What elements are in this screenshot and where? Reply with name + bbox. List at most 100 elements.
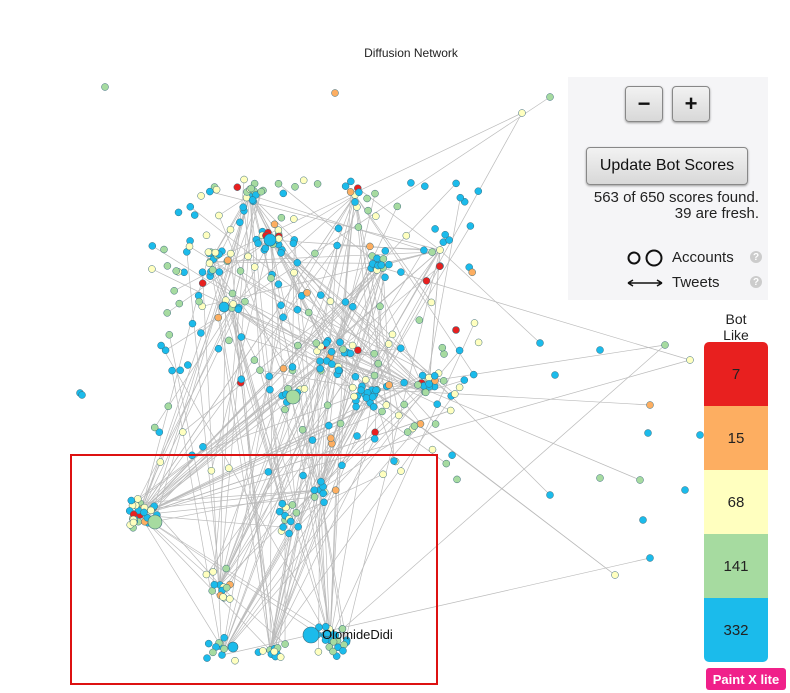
node[interactable] — [439, 377, 448, 385]
node[interactable] — [445, 236, 453, 244]
node[interactable] — [147, 506, 155, 515]
node[interactable] — [436, 246, 444, 254]
node[interactable] — [336, 338, 344, 346]
node[interactable] — [204, 248, 213, 256]
node[interactable] — [263, 233, 277, 247]
node[interactable] — [421, 388, 430, 397]
node[interactable] — [346, 188, 355, 196]
node[interactable] — [288, 501, 297, 509]
node[interactable] — [410, 422, 419, 430]
node[interactable] — [371, 189, 379, 198]
node[interactable] — [385, 260, 393, 269]
node[interactable] — [147, 514, 163, 530]
node[interactable] — [209, 648, 217, 657]
node[interactable] — [347, 177, 355, 186]
node[interactable] — [384, 340, 393, 348]
node[interactable] — [277, 213, 286, 222]
node[interactable] — [165, 331, 174, 339]
node[interactable] — [350, 392, 358, 401]
update-button[interactable]: Update Bot Scores — [586, 147, 748, 185]
node[interactable] — [222, 583, 231, 592]
node[interactable] — [353, 432, 361, 440]
node[interactable] — [427, 298, 436, 307]
node[interactable] — [203, 654, 211, 662]
node[interactable] — [319, 489, 328, 498]
node[interactable] — [442, 459, 451, 468]
node[interactable] — [440, 350, 448, 358]
node[interactable] — [681, 486, 689, 494]
node[interactable] — [338, 625, 347, 633]
node[interactable] — [452, 179, 460, 188]
node[interactable] — [314, 648, 323, 656]
node[interactable] — [277, 301, 285, 309]
node[interactable] — [190, 211, 199, 219]
node[interactable] — [227, 641, 239, 653]
node[interactable] — [300, 385, 309, 393]
node[interactable] — [371, 428, 379, 437]
node[interactable] — [267, 274, 275, 282]
node[interactable] — [275, 507, 284, 516]
node[interactable] — [186, 203, 195, 211]
node[interactable] — [422, 277, 431, 285]
node[interactable] — [395, 411, 403, 420]
node[interactable] — [231, 656, 239, 665]
node[interactable] — [596, 474, 604, 482]
node[interactable] — [256, 366, 264, 374]
node[interactable] — [372, 212, 380, 220]
node[interactable] — [551, 371, 559, 379]
node[interactable] — [281, 640, 289, 648]
node[interactable] — [644, 429, 652, 437]
node[interactable] — [455, 346, 464, 355]
node[interactable] — [469, 370, 478, 379]
node[interactable] — [237, 333, 246, 341]
node[interactable] — [279, 364, 288, 373]
node[interactable] — [470, 319, 479, 327]
node[interactable] — [468, 268, 476, 277]
node[interactable] — [415, 316, 424, 324]
node[interactable] — [254, 239, 262, 248]
node[interactable] — [226, 595, 234, 603]
node[interactable] — [302, 626, 320, 644]
node[interactable] — [448, 451, 456, 459]
node[interactable] — [428, 445, 437, 454]
node[interactable] — [369, 403, 378, 411]
node[interactable] — [215, 268, 224, 276]
node[interactable] — [352, 402, 360, 411]
node[interactable] — [431, 225, 439, 233]
node[interactable] — [285, 529, 293, 538]
node[interactable] — [407, 179, 415, 187]
node[interactable] — [348, 383, 357, 392]
node[interactable] — [368, 393, 377, 401]
node[interactable] — [168, 366, 176, 375]
node[interactable] — [288, 363, 297, 371]
node[interactable] — [321, 636, 330, 644]
node[interactable] — [161, 346, 170, 355]
node[interactable] — [294, 341, 302, 350]
node[interactable] — [646, 554, 654, 562]
node[interactable] — [320, 498, 328, 507]
node[interactable] — [381, 273, 389, 282]
node[interactable] — [218, 301, 230, 313]
node[interactable] — [354, 223, 363, 231]
node[interactable] — [341, 298, 350, 306]
node[interactable] — [172, 267, 180, 275]
node[interactable] — [438, 343, 447, 352]
node[interactable] — [317, 477, 325, 486]
node[interactable] — [160, 245, 168, 254]
node[interactable] — [228, 289, 237, 298]
node[interactable] — [198, 279, 207, 287]
node[interactable] — [226, 225, 235, 234]
node[interactable] — [339, 345, 347, 354]
node[interactable] — [236, 218, 244, 227]
node[interactable] — [274, 179, 283, 188]
node[interactable] — [370, 371, 379, 380]
node[interactable] — [265, 372, 273, 381]
node[interactable] — [376, 302, 384, 311]
node[interactable] — [270, 220, 279, 229]
node[interactable] — [331, 89, 339, 97]
node[interactable] — [312, 339, 321, 347]
node[interactable] — [474, 187, 483, 195]
node[interactable] — [379, 255, 388, 263]
node[interactable] — [241, 297, 249, 306]
node[interactable] — [140, 508, 148, 517]
